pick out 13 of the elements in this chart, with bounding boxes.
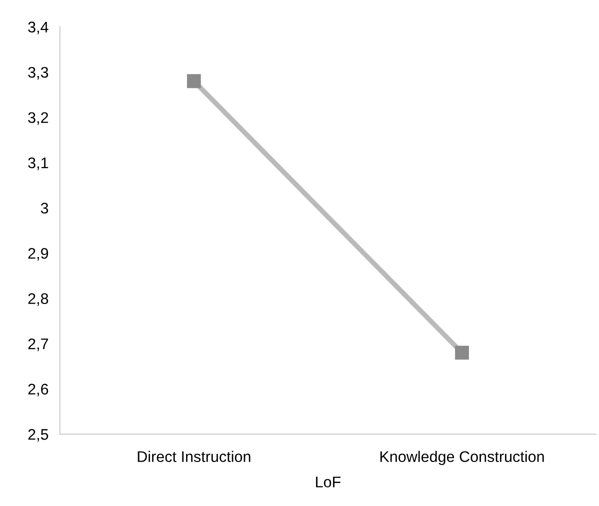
x-axis-title: LoF [316,476,341,488]
y-tick-label: 3,2 [28,112,48,125]
x-tick-label: Direct Instruction [138,450,250,462]
y-tick-label: 2,6 [28,384,48,396]
y-tick-label: 3,1 [28,157,48,170]
y-tick-label: 3,3 [28,66,48,80]
y-tick-label: 3 [40,202,48,214]
x-tick-label: Knowledge Construction [380,450,544,466]
y-tick-label: 2,7 [28,338,48,352]
y-tick-label: 3,4 [28,22,48,34]
y-tick-label: 2,9 [28,248,48,261]
y-tick-label: 2,5 [28,429,48,442]
y-tick-label: 2,8 [28,293,48,306]
